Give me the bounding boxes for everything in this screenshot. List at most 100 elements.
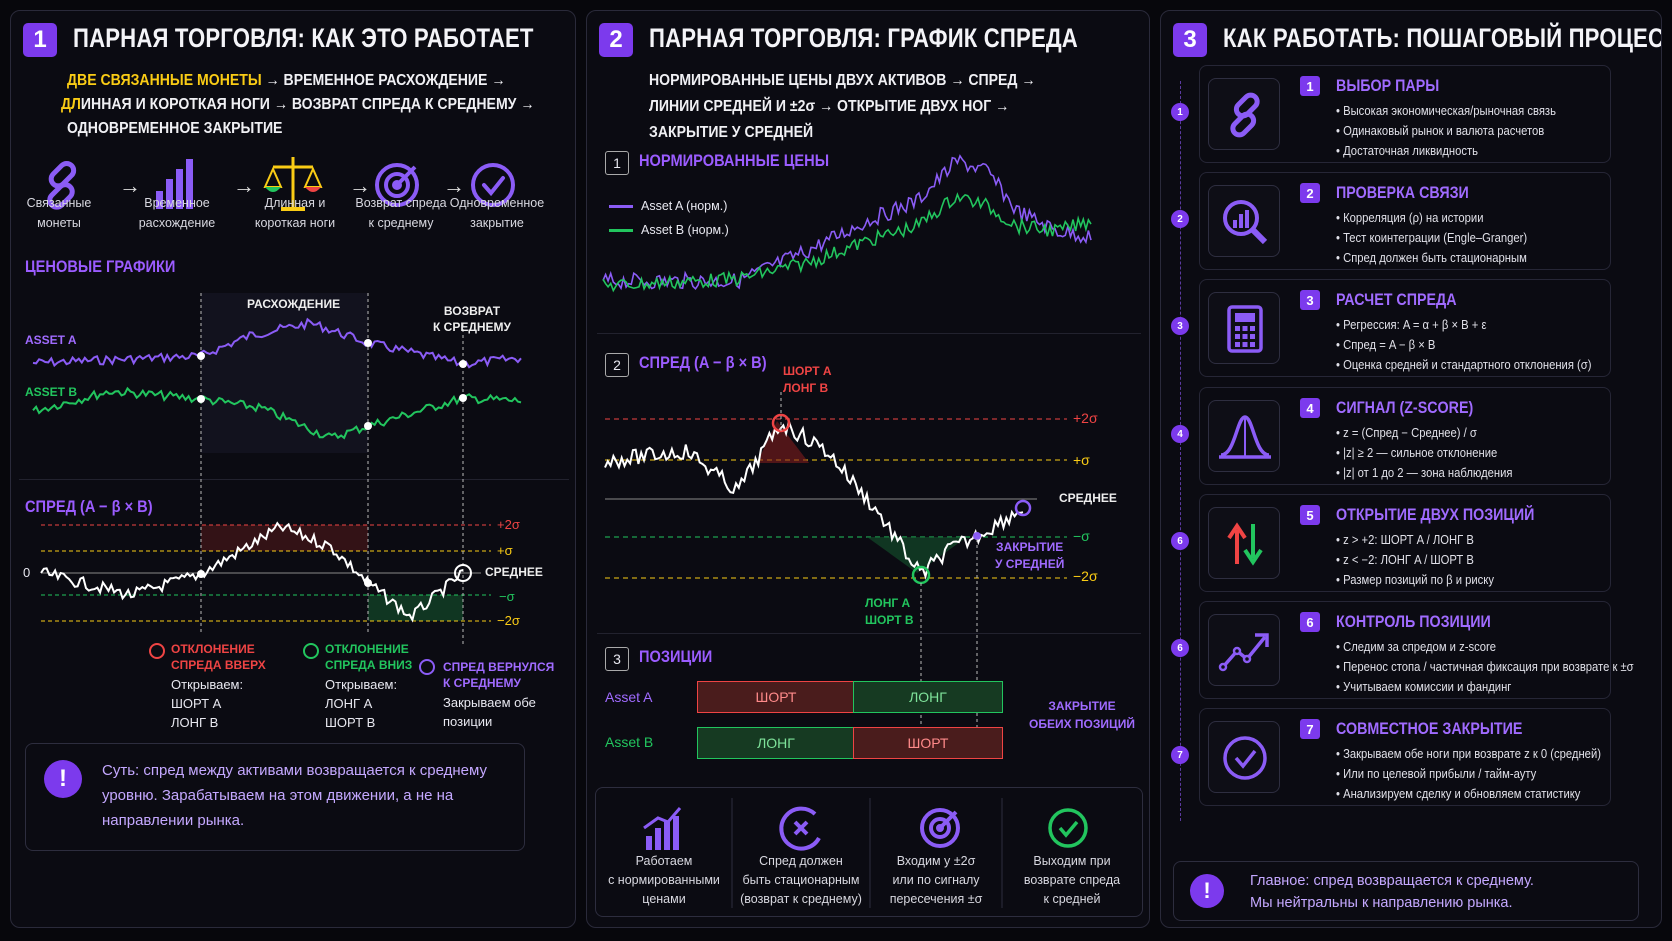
marker-dot bbox=[459, 360, 467, 368]
mean-label: СРЕДНЕЕ bbox=[485, 565, 543, 579]
check-circle-icon bbox=[1048, 808, 1088, 848]
divider bbox=[19, 479, 569, 480]
annotation-down-heading: ОТКЛОНЕНИЕ СПРЕДА ВНИЗ bbox=[325, 642, 413, 672]
summary-note: ! Суть: спред между активами возвращаетс… bbox=[25, 743, 525, 851]
timeline-dot: 6 bbox=[1171, 639, 1189, 657]
step-number: 3 bbox=[1300, 290, 1320, 310]
close-marker bbox=[973, 532, 981, 540]
divider bbox=[597, 633, 1141, 634]
spread-title: СПРЕД (A − β × B) bbox=[25, 497, 153, 516]
step-title: СОВМЕСТНОЕ ЗАКРЫТИЕ bbox=[1336, 719, 1523, 738]
mean-label: СРЕДНЕЕ bbox=[1059, 491, 1117, 505]
tip-label: Входим у ±2σ или по сигналу пересечения ±σ bbox=[889, 854, 983, 906]
spread-title: СПРЕД (A − β × B) bbox=[639, 353, 767, 372]
position-bar: ЛОНГ bbox=[853, 681, 1003, 713]
summary-text: Главное: спред возвращается к среднему. М… bbox=[1250, 873, 1534, 911]
minus2-label: −2σ bbox=[1073, 568, 1098, 584]
panel-title: ПАРНАЯ ТОРГОВЛЯ: КАК ЭТО РАБОТАЕТ bbox=[73, 23, 534, 53]
arrow-icon: → bbox=[349, 173, 371, 198]
link-icon bbox=[1230, 92, 1260, 138]
step-card: 7 СОВМЕСТНОЕ ЗАКРЫТИЕ • Закрываем обе ноги… bbox=[1199, 708, 1611, 806]
divider bbox=[597, 333, 1141, 334]
legend-b: Asset B (норм.) bbox=[609, 223, 729, 237]
panel-title: ПАРНАЯ ТОРГОВЛЯ: ГРАФИК СПРЕДА bbox=[649, 23, 1078, 53]
scales-icon bbox=[263, 157, 323, 211]
alert-icon: ! bbox=[44, 760, 82, 798]
section-number: 2 bbox=[605, 353, 629, 377]
step-number: 1 bbox=[1300, 76, 1320, 96]
flow-label: Одновременное закрытие bbox=[449, 196, 545, 230]
spread-line bbox=[604, 417, 1024, 580]
zero-label: 0 bbox=[23, 565, 31, 580]
step-bullet: • Размер позиций по β и риску bbox=[1336, 573, 1494, 587]
timeline-dot: 3 bbox=[1171, 317, 1189, 335]
tip-label: Выходим при возврате спреда к средней bbox=[1023, 854, 1121, 906]
annotation-down-text: Открываем: ЛОНГ A ШОРТ B bbox=[325, 677, 398, 730]
lower-zone bbox=[867, 537, 967, 573]
position-bar: ШОРТ bbox=[853, 727, 1003, 759]
panel-title: КАК РАБОТАТЬ: ПОШАГОВЫЙ ПРОЦЕСС bbox=[1223, 23, 1662, 53]
step-title: ОТКРЫТИЕ ДВУХ ПОЗИЦИЙ bbox=[1336, 505, 1535, 524]
short-a-label: ШОРТ A ЛОНГ B bbox=[783, 364, 832, 395]
position-bar: ШОРТ bbox=[697, 681, 855, 713]
minus1-label: −σ bbox=[499, 589, 515, 604]
step-title: ПРОВЕРКА СВЯЗИ bbox=[1336, 183, 1469, 202]
plus2-label: +2σ bbox=[1073, 410, 1098, 426]
intro-line-1: ДВЕ СВЯЗАННЫЕ МОНЕТЫ → ВРЕМЕННОЕ РАСХОЖД… bbox=[67, 69, 505, 93]
intro-text: ИННАЯ И КОРОТКАЯ НОГИ → ВОЗВРАТ СПРЕДА К… bbox=[80, 96, 535, 113]
step-bullet: • Тест коинтеграции (Engle–Granger) bbox=[1336, 231, 1528, 245]
intro-highlight: ДВЕ СВЯЗАННЫЕ МОНЕТЫ bbox=[67, 72, 262, 89]
tips-box: Работаем с нормированными ценами Спред дол… bbox=[595, 787, 1143, 917]
annotation-up-text: Открываем: ШОРТ A ЛОНГ B bbox=[171, 677, 244, 730]
step-bullet: • Регрессия: A = α + β × B + ε bbox=[1336, 318, 1487, 332]
link-icon bbox=[47, 160, 77, 210]
timeline-dot: 7 bbox=[1171, 746, 1189, 764]
price-charts-title: ЦЕНОВЫЕ ГРАФИКИ bbox=[25, 257, 176, 276]
magnifier-chart-icon bbox=[1223, 200, 1268, 245]
position-bar: ЛОНГ bbox=[697, 727, 855, 759]
step-card: 3 РАСЧЕТ СПРЕДА • Регрессия: A = α + β × B… bbox=[1199, 279, 1611, 377]
growth-chart-icon bbox=[643, 807, 682, 850]
plus2-label: +2σ bbox=[497, 517, 520, 532]
panel-number-badge: 3 bbox=[1173, 23, 1207, 57]
timeline-dot: 2 bbox=[1171, 210, 1189, 228]
up-down-arrows-icon bbox=[1227, 522, 1263, 566]
marker-dot bbox=[459, 394, 467, 402]
step-bullet: • Закрываем обе ноги при возврате z к 0 … bbox=[1336, 747, 1601, 761]
annotation-up-heading: ОТКЛОНЕНИЕ СПРЕДА ВВЕРХ bbox=[171, 642, 266, 672]
minus2-label: −2σ bbox=[497, 613, 520, 628]
close-at-mean-label: ЗАКРЫТИЕ У СРЕДНЕЙ bbox=[995, 540, 1065, 571]
annotation-close-text: Закрываем обе позиции bbox=[443, 695, 536, 729]
step-bullet: • |z| от 1 до 2 — зона наблюдения bbox=[1336, 466, 1513, 480]
asset-b-line bbox=[602, 192, 1092, 293]
section-number: 1 bbox=[605, 151, 629, 175]
annotation-close-heading: СПРЕД ВЕРНУЛСЯ К СРЕДНЕМУ bbox=[443, 660, 555, 690]
minus1-label: −σ bbox=[1073, 528, 1090, 544]
step-bullet: • Достаточная ликвидность bbox=[1336, 144, 1479, 158]
asset-a-line bbox=[32, 317, 522, 369]
marker-dot bbox=[197, 352, 205, 360]
step-bullet: • Спред должен быть стационарным bbox=[1336, 251, 1527, 265]
calculator-icon bbox=[1227, 305, 1263, 353]
step-bullet: • z = (Спред − Среднее) / σ bbox=[1336, 426, 1477, 440]
step-bullet: • |z| ≥ 2 — сильное отклонение bbox=[1336, 446, 1498, 460]
tip-label: Спред должен быть стационарным (возврат к … bbox=[740, 854, 862, 906]
timeline-line bbox=[1180, 81, 1181, 821]
asset-a-label: ASSET A bbox=[25, 333, 77, 347]
price-chart bbox=[32, 293, 522, 473]
intro-text: → ВРЕМЕННОЕ РАСХОЖДЕНИЕ → bbox=[261, 72, 506, 89]
close-both-label: ЗАКРЫТИЕ ОБЕИХ ПОЗИЦИЙ bbox=[1029, 699, 1136, 731]
timeline-dot: 6 bbox=[1171, 532, 1189, 550]
spread-line bbox=[40, 521, 464, 623]
step-bullet: • Следим за спредом и z-score bbox=[1336, 640, 1496, 654]
bar-chart-icon bbox=[156, 159, 193, 209]
panel-number-badge: 2 bbox=[599, 23, 633, 57]
step-title: КОНТРОЛЬ ПОЗИЦИИ bbox=[1336, 612, 1491, 631]
step-bullet: • Или по целевой прибыли / тайм-ауту bbox=[1336, 767, 1537, 781]
step-bullet: • Оценка средней и стандартного отклонен… bbox=[1336, 358, 1592, 372]
intro-line: НОРМИРОВАННЫЕ ЦЕНЫ ДВУХ АКТИВОВ → СПРЕД … bbox=[649, 72, 1036, 89]
long-a-label: ЛОНГ A ШОРТ B bbox=[865, 596, 914, 627]
step-title: СИГНАЛ (Z-SCORE) bbox=[1336, 398, 1474, 417]
arrow-icon: → bbox=[443, 173, 465, 198]
step-card: 2 ПРОВЕРКА СВЯЗИ • Корреляция (ρ) на истор… bbox=[1199, 172, 1611, 270]
